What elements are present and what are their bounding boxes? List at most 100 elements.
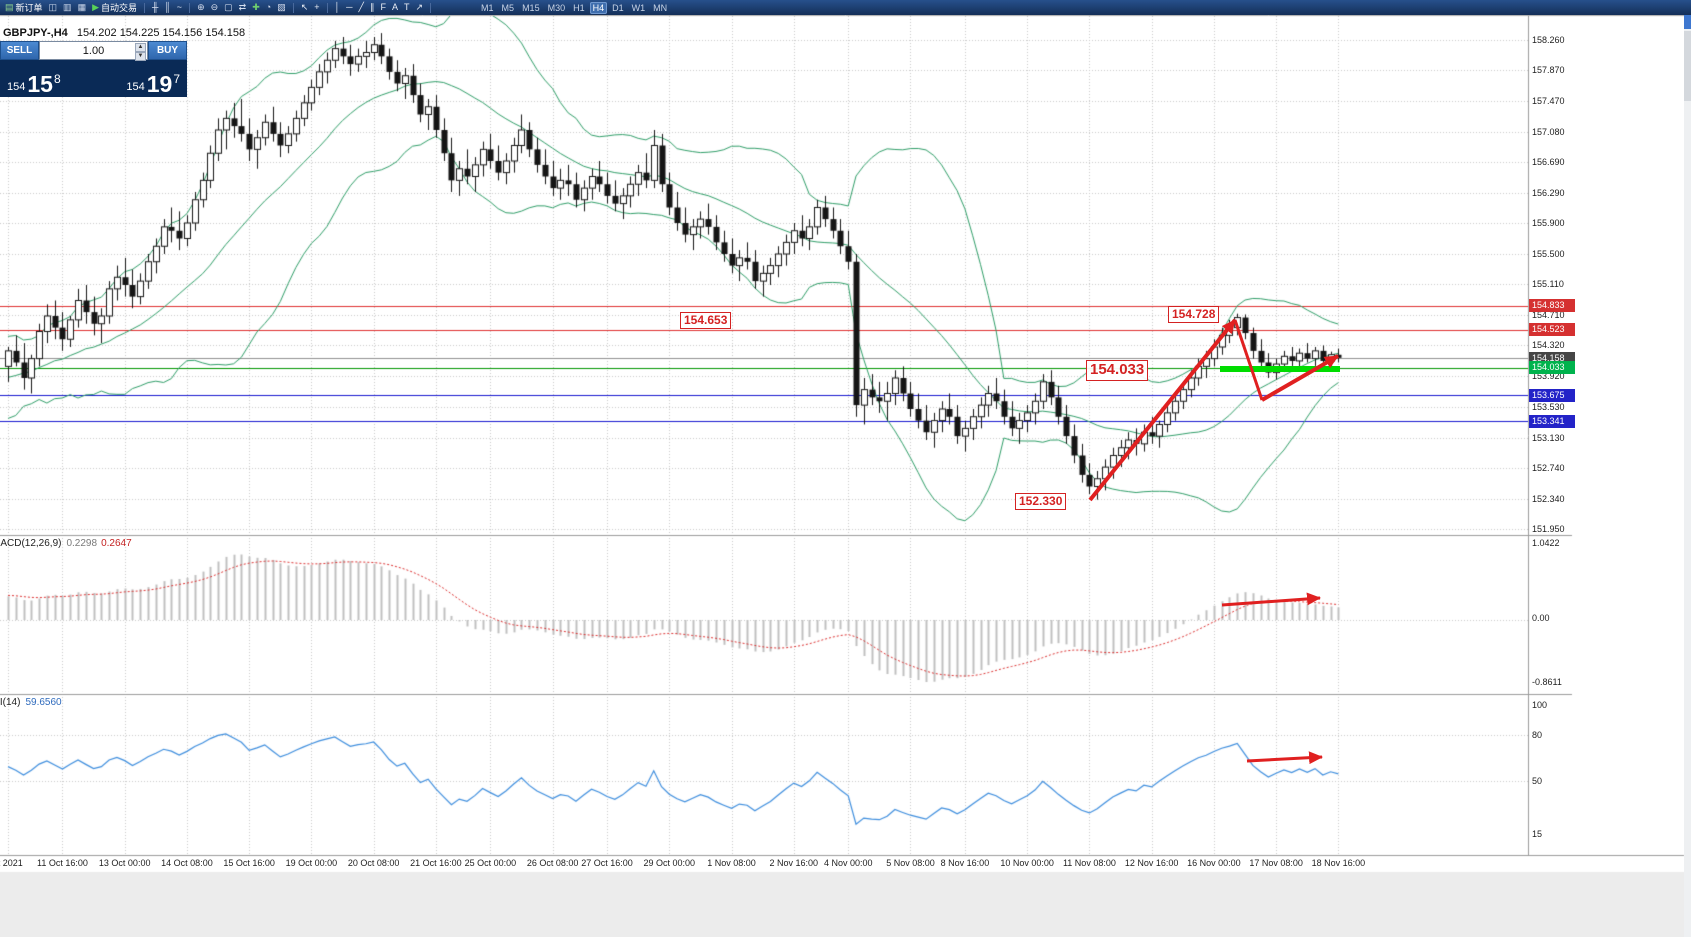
- periods-button[interactable]: ◔: [264, 1, 273, 14]
- channel-tool-button[interactable]: ∥: [368, 1, 377, 14]
- timeframe-m5-button[interactable]: M5: [501, 2, 515, 13]
- time-axis-label: 4 Nov 00:00: [823, 858, 873, 868]
- text-tool-icon: A: [391, 2, 398, 12]
- time-axis-label: 11 Nov 08:00: [1062, 858, 1116, 868]
- bid-main: 15: [27, 71, 53, 97]
- toolbar-separator: [144, 2, 146, 13]
- symbol-period-label: GBPJPY-,H4: [3, 27, 68, 39]
- price-scale-tick: 153.530: [1532, 401, 1565, 412]
- timeframe-d1-button[interactable]: D1: [612, 2, 624, 13]
- ask-price[interactable]: 154 19 7: [126, 72, 180, 96]
- toolbar-separator: [292, 2, 294, 13]
- tile-windows-button[interactable]: ▢: [222, 1, 235, 14]
- time-axis-label: 29 Oct 00:00: [643, 858, 696, 868]
- price-scale-tick: 151.950: [1532, 524, 1565, 535]
- toolbar-separator: [326, 2, 328, 13]
- timeframe-m30-button[interactable]: M30: [547, 2, 566, 13]
- market-watch-icon: ▦: [77, 2, 87, 12]
- timeframe-m1-button[interactable]: M1: [481, 2, 494, 13]
- spinner-up-icon[interactable]: ▲: [135, 43, 146, 52]
- profiles-button[interactable]: ▥: [61, 1, 74, 14]
- scrollbar-thumb[interactable]: [1684, 31, 1691, 101]
- bar-chart-button[interactable]: ╫: [150, 1, 160, 14]
- rsi-scale-label: 50: [1532, 776, 1543, 786]
- price-scale-tick: 153.130: [1532, 432, 1565, 443]
- price-annotation: 152.330: [1015, 493, 1067, 510]
- volume-field[interactable]: 1.00 ▲ ▼: [39, 41, 148, 61]
- price-scale-tick: 157.470: [1532, 96, 1565, 107]
- time-axis-label: 20 Oct 08:00: [347, 858, 400, 868]
- zoom-in-icon: ⊕: [197, 2, 205, 12]
- charts-grid-button[interactable]: ◫: [47, 1, 60, 14]
- crosshair-tool-button[interactable]: +: [312, 1, 321, 14]
- price-scale-tick: 155.500: [1532, 248, 1565, 259]
- support-highlight: [1220, 366, 1340, 372]
- rsi-indicator-header: RSI(14) 59.6560: [0, 697, 62, 708]
- volume-value: 1.00: [82, 44, 105, 57]
- arrows-tool-button[interactable]: ↗: [413, 1, 425, 14]
- price-scale-tick: 152.740: [1532, 462, 1565, 473]
- time-axis-label: 2 Nov 16:00: [769, 858, 819, 868]
- price-scale-tick: 158.260: [1532, 35, 1565, 46]
- timeframe-m15-button[interactable]: M15: [522, 2, 540, 13]
- auto-trading-button[interactable]: ▶ 自动交易: [90, 1, 139, 14]
- crosshair-tool-icon: +: [314, 2, 320, 12]
- line-chart-button[interactable]: ~: [175, 1, 184, 14]
- bid-prefix: 154: [7, 81, 26, 93]
- vertical-scrollbar[interactable]: [1684, 15, 1691, 937]
- vertical-line-tool-button[interactable]: │: [333, 1, 343, 14]
- bid-sup: 8: [53, 72, 61, 86]
- label-tool-button[interactable]: T: [402, 1, 412, 14]
- auto-scroll-button[interactable]: ⇄: [237, 1, 249, 14]
- rsi-title: RSI(14): [0, 697, 21, 708]
- cursor-tool-button[interactable]: ↖: [299, 1, 311, 14]
- fibonacci-tool-button[interactable]: F: [378, 1, 388, 14]
- bid-ask-display: 154 15 8 154 19 7: [0, 60, 187, 97]
- candlestick-chart-icon: ║: [164, 2, 171, 12]
- text-tool-button[interactable]: A: [390, 1, 400, 14]
- macd-title: MACD(12,26,9): [0, 538, 62, 549]
- templates-button[interactable]: ▧: [275, 1, 288, 14]
- price-annotation: 154.033: [1086, 360, 1149, 381]
- buy-button[interactable]: BUY: [148, 41, 187, 60]
- zoom-out-button[interactable]: ⊖: [209, 1, 221, 14]
- price-tag: 154.833: [1529, 299, 1575, 313]
- trendline-tool-button[interactable]: ╱: [357, 1, 366, 14]
- indicators-icon: ✚: [252, 2, 260, 12]
- new-order-button[interactable]: ▤ 新订单: [3, 1, 45, 14]
- horizontal-line-tool-icon: ─: [346, 2, 353, 12]
- price-scale-tick: 156.690: [1532, 156, 1565, 167]
- timeframe-h1-button[interactable]: H1: [573, 2, 585, 13]
- time-axis-label: 5 Nov 08:00: [886, 858, 935, 868]
- bid-price[interactable]: 154 15 8: [7, 71, 61, 97]
- volume-spinner[interactable]: ▲ ▼: [135, 43, 146, 61]
- price-scale-tick: 153.920: [1532, 371, 1565, 382]
- auto-scroll-icon: ⇄: [238, 2, 247, 12]
- time-axis-label: 21 Oct 16:00: [410, 858, 462, 868]
- horizontal-line-tool-button[interactable]: ─: [344, 1, 354, 14]
- candlestick-chart-button[interactable]: ║: [162, 1, 172, 14]
- price-annotation: 154.653: [680, 312, 732, 329]
- time-axis-label: 19 Oct 00:00: [285, 858, 338, 868]
- zoom-in-button[interactable]: ⊕: [195, 1, 207, 14]
- sell-button[interactable]: SELL: [0, 41, 39, 60]
- scrollbar-up-button[interactable]: [1684, 15, 1691, 29]
- toolbar-separator: [189, 2, 191, 13]
- price-annotation: 154.728: [1168, 306, 1220, 323]
- price-scale-tick: 157.080: [1532, 126, 1565, 137]
- timeframe-mn-button[interactable]: MN: [653, 2, 668, 13]
- price-scale-tick: 157.870: [1532, 65, 1565, 76]
- timeframe-w1-button[interactable]: W1: [631, 2, 646, 13]
- bar-chart-icon: ╫: [152, 2, 159, 12]
- vertical-line-tool-icon: │: [334, 2, 341, 12]
- timeframe-h4-button[interactable]: H4: [589, 1, 608, 14]
- indicators-button[interactable]: ✚: [250, 1, 262, 14]
- label-tool-icon: T: [403, 2, 410, 12]
- market-watch-button[interactable]: ▦: [76, 1, 89, 14]
- time-axis-label: 27 Oct 16:00: [581, 858, 633, 868]
- fibonacci-tool-icon: F: [380, 2, 386, 12]
- spinner-down-icon[interactable]: ▼: [135, 52, 146, 61]
- macd-signal-value: 0.2647: [101, 538, 132, 549]
